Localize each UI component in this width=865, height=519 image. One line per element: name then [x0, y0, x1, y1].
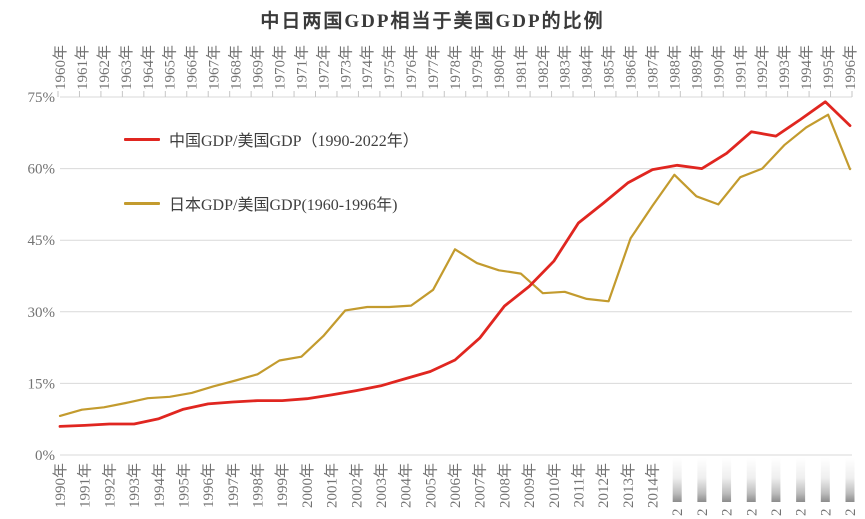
top-axis-year-label: 1965年 [162, 45, 179, 90]
top-axis-year-label: 1975年 [381, 45, 398, 90]
top-axis-year-label: 1977年 [425, 45, 442, 90]
top-axis-year-label: 1967年 [206, 45, 223, 90]
bottom-axis-year-label: 2001年 [324, 463, 341, 508]
obscured-label-visible-char: 2 [794, 509, 810, 517]
obscured-label-visible-char: 2 [843, 509, 859, 517]
bottom-axis-year-label: 2008年 [496, 463, 513, 508]
bottom-axis-year-label: 1990年 [52, 463, 69, 508]
top-axis-year-label: 1981年 [513, 45, 530, 90]
top-axis-year-label: 1974年 [359, 45, 376, 90]
top-axis-year-label: 1978年 [447, 45, 464, 90]
ytick-label: 0% [35, 448, 55, 464]
chart-title: 中日两国GDP相当于美国GDP的比例 [260, 11, 605, 32]
obscured-label-fade [771, 458, 781, 502]
bottom-axis-year-label: 2012年 [595, 463, 612, 508]
obscured-label-fade [746, 458, 756, 502]
top-axis-year-label: 1973年 [337, 45, 354, 90]
bottom-axis-year-label: 1997年 [225, 463, 242, 508]
top-axis-year-label: 1963年 [118, 45, 135, 90]
top-axis-year-label: 1961年 [74, 45, 91, 90]
bottom-axis-year-label: 2013年 [620, 463, 637, 508]
obscured-label-visible-char: 2 [670, 509, 686, 517]
top-axis-year-label: 1984年 [579, 45, 596, 90]
top-axis-year-label: 1970年 [271, 45, 288, 90]
ytick-label: 15% [28, 376, 56, 392]
bottom-axis-year-label: 1995年 [175, 463, 192, 508]
top-axis-year-label: 1985年 [601, 45, 618, 90]
top-axis-year-label: 1962年 [96, 45, 113, 90]
legend-entry-china: 中国GDP/美国GDP（1990-2022年） [124, 127, 419, 151]
china-gdp-line [58, 100, 852, 428]
obscured-label-visible-char: 2 [769, 509, 785, 517]
bottom-axis-year-label: 1994年 [151, 463, 168, 508]
top-axis-year-label: 1969年 [250, 45, 267, 90]
obscured-label-visible-char: 2 [818, 509, 834, 517]
ytick-label: 30% [28, 305, 56, 321]
top-axis-year-label: 1991年 [732, 45, 749, 90]
ytick-label: 75% [28, 90, 56, 106]
top-axis-year-label: 1988年 [666, 45, 683, 90]
obscured-label-fade [722, 458, 732, 502]
top-axis-year-label: 1976年 [403, 45, 420, 90]
top-axis-year-label: 1986年 [623, 45, 640, 90]
bottom-axis-year-label: 1992年 [101, 463, 118, 508]
china-line-swatch [124, 137, 160, 141]
bottom-axis-year-label: 2003年 [373, 463, 390, 508]
obscured-label-fade [697, 458, 707, 502]
legend-label-japan: 日本GDP/美国GDP(1960-1996年) [169, 197, 398, 214]
bottom-axis-year-label: 1991年 [77, 463, 94, 508]
obscured-label-visible-char: 2 [695, 509, 711, 517]
bottom-axis-year-label: 1996年 [200, 463, 217, 508]
bottom-axis-year-label: 2005年 [422, 463, 439, 508]
obscured-label-fade [820, 458, 830, 502]
bottom-axis-year-label: 1998年 [250, 463, 267, 508]
japan-gdp-line [58, 113, 852, 417]
top-axis-year-label: 1968年 [228, 45, 245, 90]
top-axis-year-label: 1983年 [557, 45, 574, 90]
top-axis-year-label: 1980年 [491, 45, 508, 90]
top-axis-year-label: 1996年 [842, 45, 859, 90]
bottom-axis-year-label: 2014年 [645, 463, 662, 508]
bottom-axis-year-label: 2011年 [570, 463, 587, 507]
top-axis-year-label: 1964年 [140, 45, 157, 90]
ytick-label: 45% [28, 233, 56, 249]
bottom-axis-year-label: 2000年 [299, 463, 316, 508]
obscured-label-visible-char: 2 [744, 509, 760, 517]
obscured-label-fade [672, 458, 682, 502]
top-axis-year-label: 1992年 [754, 45, 771, 90]
bottom-axis-year-label: 2010年 [546, 463, 563, 508]
bottom-axis-year-label: 2006年 [447, 463, 464, 508]
bottom-axis-year-label: 2004年 [398, 463, 415, 508]
bottom-axis-year-label: 1999年 [274, 463, 291, 508]
obscured-label-fade [845, 458, 855, 502]
top-axis-year-label: 1989年 [688, 45, 705, 90]
top-axis-year-label: 1972年 [315, 45, 332, 90]
top-axis-year-label: 1979年 [469, 45, 486, 90]
bottom-axis-year-label: 1993年 [126, 463, 143, 508]
bottom-axis-year-label: 2007年 [472, 463, 489, 508]
bottom-axis-year-label: 2009年 [521, 463, 538, 508]
top-axis-year-label: 1971年 [293, 45, 310, 90]
top-axis-year-label: 1994年 [798, 45, 815, 90]
legend-label-china: 中国GDP/美国GDP（1990-2022年） [169, 133, 419, 150]
top-axis-year-label: 1982年 [535, 45, 552, 90]
legend-entry-japan: 日本GDP/美国GDP(1960-1996年) [124, 191, 397, 215]
ytick-label: 60% [28, 162, 56, 178]
japan-line-swatch [124, 201, 160, 205]
top-axis-year-label: 1993年 [776, 45, 793, 90]
top-axis-year-label: 1990年 [710, 45, 727, 90]
top-axis-year-label: 1987年 [645, 45, 662, 90]
obscured-label-visible-char: 2 [720, 509, 736, 517]
top-axis-year-label: 1995年 [820, 45, 837, 90]
obscured-label-fade [796, 458, 806, 502]
top-axis-year-label: 1966年 [184, 45, 201, 90]
bottom-axis-year-label: 2002年 [348, 463, 365, 508]
top-axis-year-label: 1960年 [52, 45, 69, 90]
